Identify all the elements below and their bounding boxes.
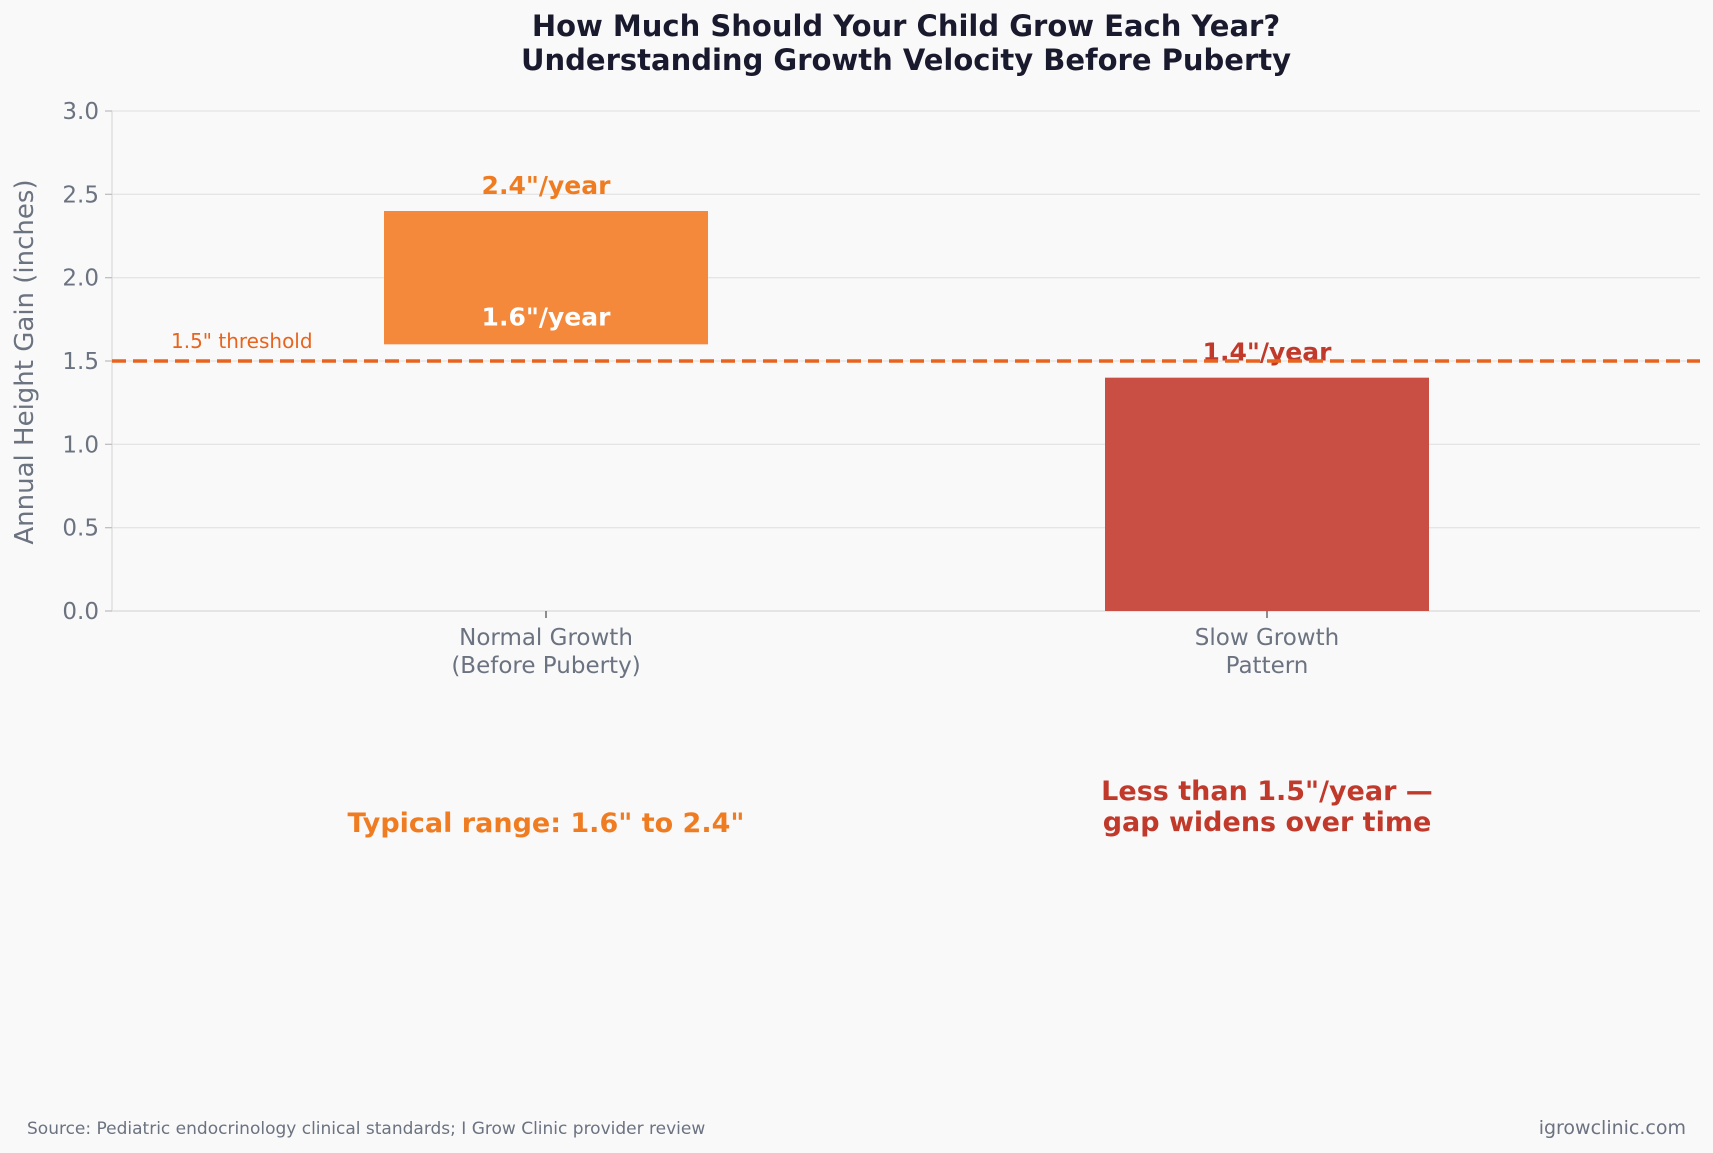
y-tick-label: 2.5	[62, 182, 99, 208]
bar	[384, 211, 708, 345]
y-tick-label: 1.0	[62, 432, 99, 458]
y-tick-label: 1.5	[62, 349, 99, 375]
annotation-text: gap widens over time	[1103, 807, 1432, 838]
bar-inner-label: 1.6"/year	[482, 302, 612, 331]
y-tick-label: 2.0	[62, 266, 99, 292]
source-note: Source: Pediatric endocrinology clinical…	[27, 1119, 705, 1139]
site-url: igrowclinic.com	[1539, 1117, 1686, 1139]
annotations: Typical range: 1.6" to 2.4" Less than 1.5…	[348, 776, 1433, 839]
x-category-label: Slow Growth	[1195, 625, 1339, 651]
x-category-label: Pattern	[1226, 653, 1309, 679]
chart-title-line: How Much Should Your Child Grow Each Yea…	[532, 9, 1280, 43]
bar	[1105, 377, 1429, 611]
y-tick-labels: 0.0 0.5 1.0 1.5 2.0 2.5 3.0	[62, 99, 112, 625]
chart-title-line: Understanding Growth Velocity Before Pub…	[521, 43, 1291, 77]
bar-top-label: 2.4"/year	[482, 171, 612, 200]
y-tick-label: 0.5	[62, 516, 99, 542]
x-category-label: (Before Puberty)	[451, 653, 640, 679]
x-category-labels: Normal Growth(Before Puberty) Slow Growth…	[451, 611, 1339, 679]
annotation-text: Typical range: 1.6" to 2.4"	[348, 808, 745, 839]
threshold: 1.5" threshold	[112, 329, 1700, 363]
threshold-label: 1.5" threshold	[171, 329, 313, 353]
x-category-label: Normal Growth	[459, 625, 633, 651]
annotation-text: Less than 1.5"/year —	[1101, 776, 1433, 807]
chart-title: How Much Should Your Child Grow Each Yea…	[521, 9, 1291, 77]
y-axis-label: Annual Height Gain (inches)	[10, 179, 40, 544]
y-tick-label: 3.0	[62, 99, 99, 125]
y-tick-label: 0.0	[62, 599, 99, 625]
